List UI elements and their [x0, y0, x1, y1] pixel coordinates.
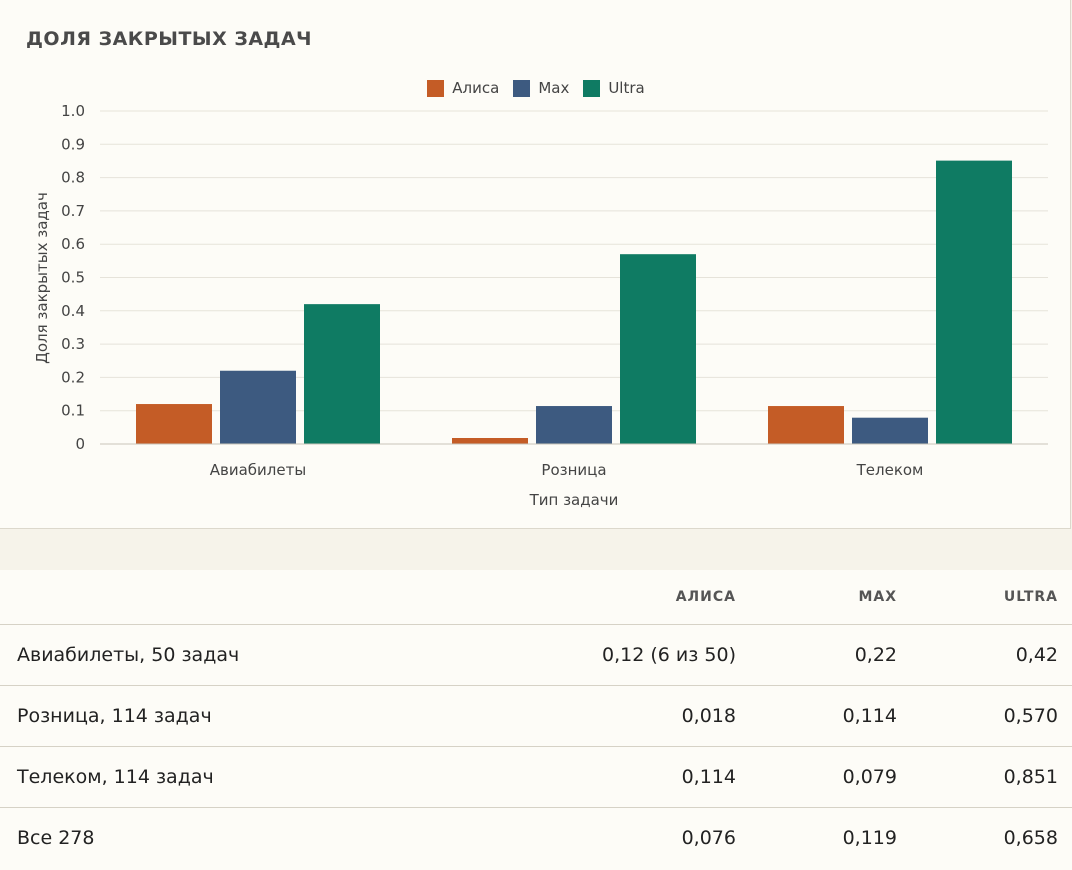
table-header-empty [0, 570, 430, 625]
y-tick-label: 0.4 [61, 302, 85, 320]
y-tick-label: 0.9 [61, 135, 85, 153]
x-tick-label: Розница [541, 461, 606, 479]
legend-swatch [583, 79, 601, 97]
table-cell: 0,119 [842, 826, 897, 849]
y-tick-label: 0.6 [61, 235, 85, 253]
chart-title: ДОЛЯ ЗАКРЫТЫХ ЗАДАЧ [26, 28, 313, 50]
legend-item-alisa[interactable]: Алиса [427, 79, 499, 97]
table-cell: 0,12 (6 из 50) [430, 624, 750, 686]
table-cell: 0,570 [911, 685, 1072, 747]
table-cell: 0,658 [1003, 826, 1058, 849]
legend-swatch [427, 79, 445, 97]
legend-label: Max [538, 79, 570, 97]
bar[interactable] [136, 404, 212, 444]
table-header-alisa: Алиса [430, 570, 750, 625]
x-tick-label: Телеком [856, 461, 924, 479]
bar[interactable] [620, 254, 696, 444]
bar[interactable] [220, 370, 296, 444]
table-cell-category: Телеком, 114 задач [0, 746, 430, 808]
results-table-wrap: Алиса Max Ultra Авиабилеты, 50 задач 0,1… [0, 570, 1072, 870]
table-row: Телеком, 114 задач 0,114 0,079 0,851 [0, 746, 1072, 808]
y-tick-labels: 0 0.1 0.2 0.3 0.4 0.5 0.6 0.7 0.8 0.9 1.0 [61, 102, 85, 453]
x-tick-labels: Авиабилеты Розница Телеком [210, 461, 924, 479]
table-header-max: Max [750, 570, 911, 625]
bar[interactable] [852, 417, 928, 444]
table-row-total: Все 278 0,076 0,119 0,658 [0, 807, 1072, 868]
table-row: Авиабилеты, 50 задач 0,12 (6 из 50) 0,22… [0, 624, 1072, 686]
table-cell: 0,42 [911, 624, 1072, 686]
chart-card: ДОЛЯ ЗАКРЫТЫХ ЗАДАЧ Алиса Max Ultra 0 0.1… [0, 0, 1071, 529]
y-tick-label: 0.5 [61, 269, 85, 287]
table-cell: 0,22 [750, 624, 911, 686]
results-table: Алиса Max Ultra Авиабилеты, 50 задач 0,1… [0, 570, 1072, 868]
y-axis-label: Доля закрытых задач [33, 192, 51, 364]
y-tick-label: 0.2 [61, 368, 85, 386]
y-tick-label: 0.3 [61, 335, 85, 353]
table-cell: 0,076 [681, 826, 736, 849]
legend-item-max[interactable]: Max [513, 79, 569, 97]
table-cell-category: Розница, 114 задач [0, 685, 430, 747]
table-row: Розница, 114 задач 0,018 0,114 0,570 [0, 685, 1072, 747]
bar[interactable] [936, 160, 1012, 444]
bar[interactable] [452, 438, 528, 444]
bar[interactable] [536, 406, 612, 444]
table-header-row: Алиса Max Ultra [0, 570, 1072, 625]
bar-chart: 0 0.1 0.2 0.3 0.4 0.5 0.6 0.7 0.8 0.9 1.0 Авиабиле… [33, 102, 1048, 509]
legend-swatch [513, 79, 531, 97]
y-tick-label: 1.0 [61, 102, 85, 120]
chart-legend: Алиса Max Ultra [0, 79, 1072, 97]
y-tick-label: 0 [75, 435, 85, 453]
table-cell: 0,114 [430, 746, 750, 808]
legend-label: Ultra [608, 79, 645, 97]
table-header-ultra: Ultra [911, 570, 1072, 625]
y-tick-label: 0.8 [61, 169, 85, 187]
x-axis-label: Тип задачи [529, 491, 619, 509]
y-tick-label: 0.7 [61, 202, 85, 220]
y-tick-label: 0.1 [61, 402, 85, 420]
table-cell: 0,079 [750, 746, 911, 808]
table-cell: 0,851 [911, 746, 1072, 808]
x-tick-label: Авиабилеты [210, 461, 306, 479]
bar[interactable] [304, 304, 380, 444]
bars [136, 160, 1012, 444]
legend-item-ultra[interactable]: Ultra [583, 79, 645, 97]
table-cell-category: Авиабилеты, 50 задач [0, 624, 430, 686]
legend-label: Алиса [452, 79, 500, 97]
table-cell: 0,114 [750, 685, 911, 747]
table-cell: 0,018 [430, 685, 750, 747]
bar[interactable] [768, 406, 844, 444]
table-cell-category: Все 278 [17, 826, 95, 849]
